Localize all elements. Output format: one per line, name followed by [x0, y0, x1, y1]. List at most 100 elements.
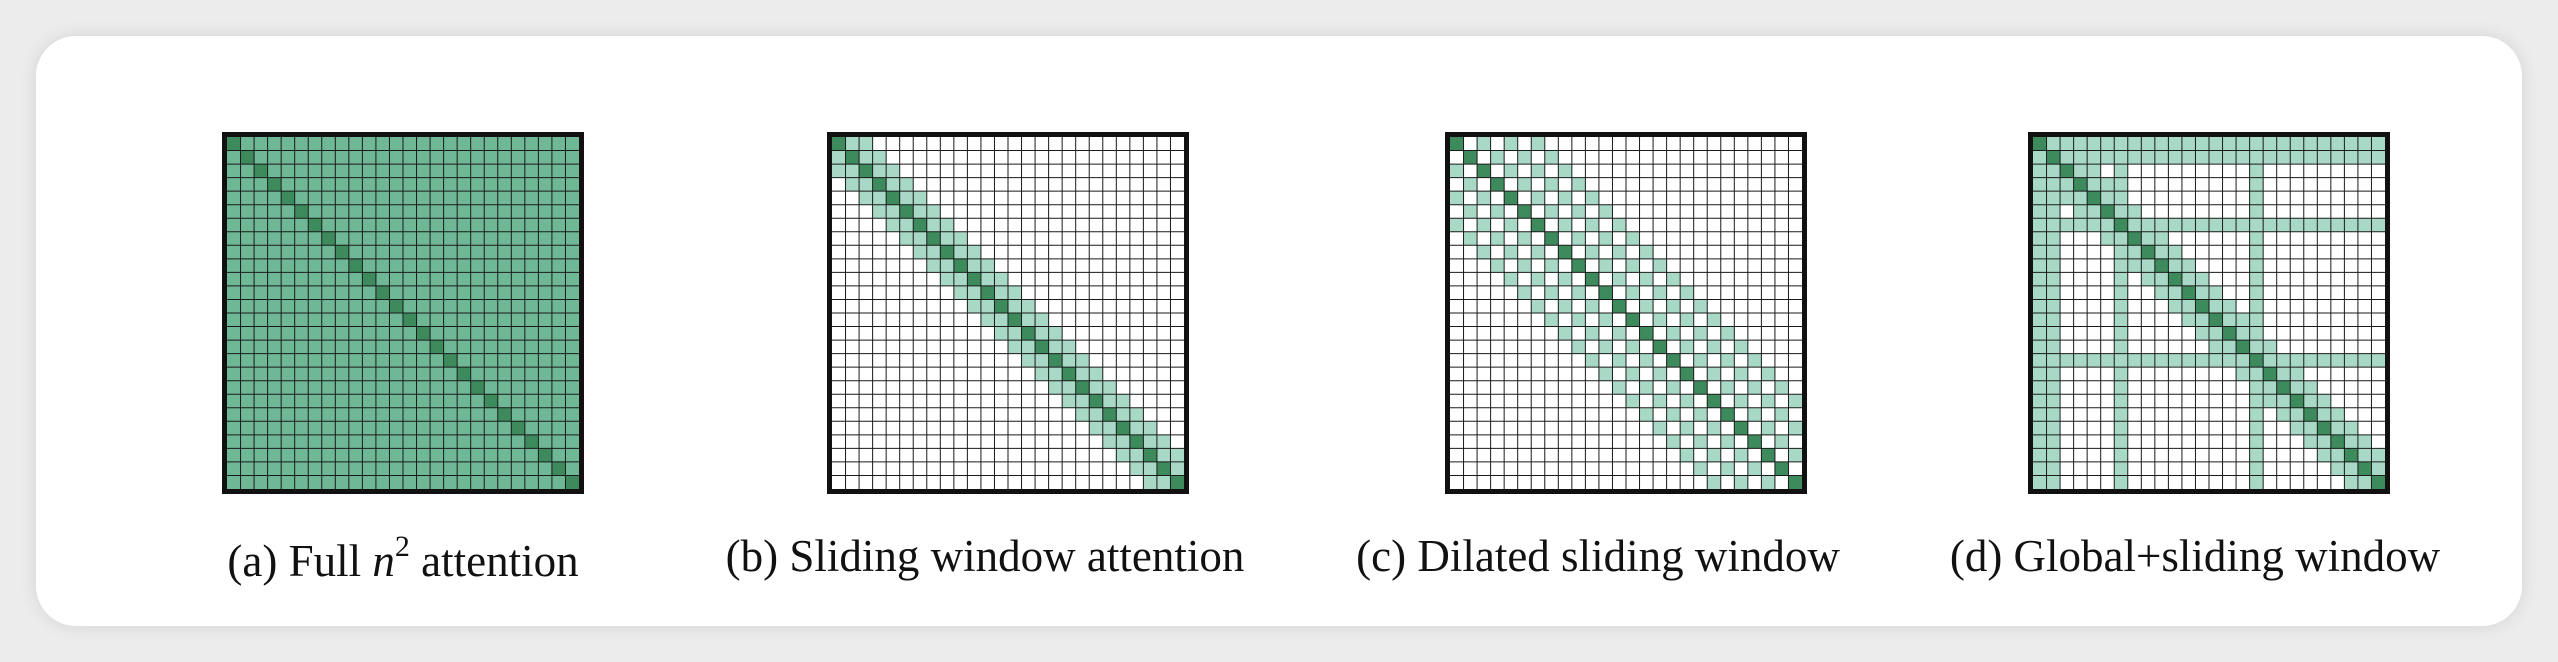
diagonal-cell [899, 204, 914, 219]
attention-cell [1035, 367, 1049, 381]
attention-cell [2222, 150, 2237, 165]
diagonal-cell [2263, 367, 2277, 381]
attention-cell [1598, 340, 1613, 354]
attention-cell [281, 434, 295, 449]
attention-cell [348, 177, 363, 192]
attention-cell [416, 137, 431, 151]
attention-cell [2046, 258, 2061, 273]
attention-cell [2330, 421, 2345, 436]
caption-superscript: 2 [394, 530, 410, 563]
attention-cell [1558, 326, 1573, 341]
attention-cell [484, 407, 498, 422]
attention-cell [281, 421, 295, 436]
attention-cell [321, 353, 336, 368]
attention-cell [348, 204, 363, 219]
attention-cell [2344, 137, 2359, 151]
attention-cell [1021, 313, 1036, 327]
attention-cell [565, 380, 579, 395]
attention-cell [2087, 353, 2101, 368]
attention-cell [2046, 367, 2061, 381]
attention-cell [362, 258, 377, 273]
attention-cell [2114, 177, 2128, 192]
attention-cell [416, 299, 431, 314]
diagonal-cell [1707, 394, 1721, 408]
attention-cell [375, 191, 390, 205]
attention-cell [375, 164, 390, 178]
attention-cell [2249, 394, 2264, 408]
attention-cell [2276, 394, 2291, 408]
attention-cell [430, 461, 444, 476]
attention-cell [294, 137, 309, 151]
attention-cell [980, 313, 995, 327]
attention-cell [2033, 150, 2047, 165]
attention-cell [2276, 367, 2291, 381]
attention-cell [308, 177, 322, 192]
attention-cell [430, 218, 444, 232]
attention-cell [443, 177, 458, 192]
attention-cell [2060, 191, 2074, 205]
attention-cell [1666, 299, 1681, 314]
attention-cell [1639, 353, 1654, 368]
attention-cell [1544, 285, 1559, 300]
attention-cell [362, 313, 377, 327]
attention-cell [1089, 367, 1103, 381]
attention-cell [1626, 258, 1640, 273]
attention-cell [457, 448, 471, 463]
attention-cell [551, 407, 566, 422]
attention-cell [335, 461, 350, 476]
attention-cell [538, 191, 553, 205]
attention-cell [254, 326, 268, 341]
attention-cell [294, 245, 309, 260]
diagonal-cell [1156, 461, 1171, 476]
attention-cell [2154, 137, 2169, 151]
attention-cell [538, 326, 553, 341]
attention-cell [1490, 231, 1505, 246]
attention-cell [551, 272, 566, 287]
attention-cell [335, 475, 350, 489]
attention-cell [2033, 326, 2047, 341]
attention-cell [1558, 191, 1573, 205]
attention-cell [2073, 137, 2088, 151]
attention-cell [2303, 218, 2318, 232]
attention-cell [832, 164, 846, 178]
attention-cell [1585, 218, 1600, 232]
attention-cell [416, 164, 431, 178]
attention-cell [2087, 150, 2101, 165]
diagonal-cell [967, 272, 982, 287]
attention-cell [497, 177, 512, 192]
attention-cell [335, 326, 350, 341]
attention-cell [538, 272, 553, 287]
attention-cell [1734, 394, 1749, 408]
attention-cell [281, 299, 295, 314]
attention-cell [2127, 353, 2142, 368]
attention-cell [524, 394, 539, 408]
attention-cell [470, 285, 485, 300]
attention-cell [375, 313, 390, 327]
diagonal-cell [2141, 245, 2156, 260]
attention-cell [240, 177, 255, 192]
attention-cell [308, 326, 322, 341]
attention-cell [403, 231, 417, 246]
attention-cell [335, 272, 350, 287]
attention-cell [2033, 475, 2047, 489]
attention-cell [430, 204, 444, 219]
attention-cell [2317, 218, 2332, 232]
attention-cell [2181, 150, 2196, 165]
attention-cell [470, 326, 485, 341]
attention-cell [240, 367, 255, 381]
attention-cell [913, 245, 927, 260]
attention-cell [565, 245, 579, 260]
attention-cell [2127, 204, 2142, 219]
attention-cell [227, 285, 241, 300]
attention-cell [470, 258, 485, 273]
attention-cell [2317, 448, 2332, 463]
diagonal-cell [389, 299, 404, 314]
diagonal-cell [1143, 448, 1158, 463]
attention-cell [2073, 150, 2088, 165]
attention-cell [2114, 137, 2128, 151]
attention-cell [375, 231, 390, 246]
attention-cell [565, 164, 579, 178]
attention-cell [511, 353, 526, 368]
attention-cell [538, 137, 553, 151]
attention-cell [2114, 313, 2128, 327]
